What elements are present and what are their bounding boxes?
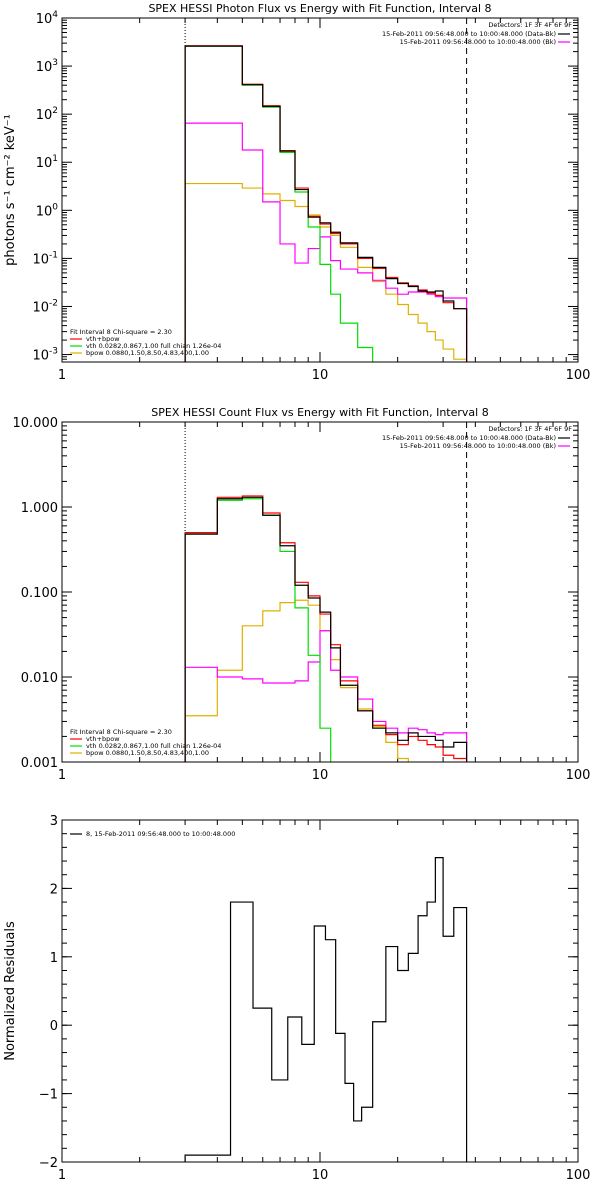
x-tick-label: 1 — [58, 768, 66, 783]
legend-left-label: vth+bpow — [86, 335, 120, 343]
x-tick-label: 1 — [58, 1168, 66, 1183]
legend-left-label: bpow 0.0880,1.50,8.50,4.83,400,1.00 — [86, 349, 209, 357]
series-bpow — [184, 599, 409, 762]
series-vth — [184, 45, 374, 362]
x-tick-label: 10 — [312, 1168, 329, 1183]
y-tick-label: 0.001 — [21, 756, 58, 771]
plot-frame — [61, 421, 579, 763]
legend-left-label: Fit Interval 8 Chi-square = 2.30 — [70, 328, 172, 336]
y-tick-label: 103 — [36, 58, 58, 75]
y-tick-label: 101 — [36, 154, 58, 171]
series-total — [184, 45, 468, 362]
series-background — [184, 630, 468, 762]
y-axis-label: photons s⁻¹ cm⁻² keV⁻¹ — [3, 114, 18, 266]
y-tick-label: 10.000 — [13, 416, 59, 431]
y-tick-label: 3 — [50, 814, 58, 829]
x-tick-label: 100 — [566, 768, 591, 783]
plot-frame — [61, 819, 579, 1163]
legend-left-label: vth 0.0282,0.867,1.00 full chian 1.26e-0… — [86, 742, 221, 750]
y-tick-label: −2 — [39, 1156, 58, 1171]
y-tick-label: 104 — [36, 10, 59, 27]
series-vth — [184, 498, 332, 762]
chart-title: SPEX HESSI Photon Flux vs Energy with Fi… — [148, 2, 491, 15]
y-tick-label: 10-2 — [32, 298, 58, 315]
x-tick-label: 10 — [312, 368, 329, 383]
x-tick-label: 100 — [566, 368, 591, 383]
legend-left-label: vth 0.0282,0.867,1.00 full chian 1.26e-0… — [86, 342, 221, 350]
y-tick-label: 100 — [36, 202, 59, 219]
y-tick-label: 10-3 — [32, 347, 58, 364]
legend-left-label: Fit Interval 8 Chi-square = 2.30 — [70, 728, 172, 736]
plot-frame — [61, 17, 579, 363]
series-data — [184, 857, 468, 1162]
panel-1: SPEX HESSI Photon Flux vs Energy with Fi… — [3, 2, 590, 383]
y-tick-label: 2 — [50, 882, 58, 897]
detectors-label: Detectors: 1F 3F 4F 6F 9F — [488, 21, 572, 29]
y-tick-label: 1 — [50, 951, 58, 966]
legend-left-label: bpow 0.0880,1.50,8.50,4.83,400,1.00 — [86, 749, 209, 757]
series-background — [184, 122, 468, 362]
y-tick-label: 10-1 — [32, 250, 58, 267]
legend-right-label: 15-Feb-2011 09:56:48.000 to 10:00:48.000… — [400, 38, 556, 46]
series-data — [184, 45, 468, 362]
detectors-label: Detectors: 1F 3F 4F 6F 9F — [488, 425, 572, 433]
y-tick-label: 0.100 — [21, 586, 58, 601]
series-bpow — [184, 182, 468, 362]
series-data — [184, 496, 468, 762]
y-tick-label: 0 — [50, 1019, 58, 1034]
x-tick-label: 10 — [312, 768, 329, 783]
y-tick-label: 102 — [36, 106, 58, 123]
x-tick-label: 1 — [58, 368, 66, 383]
x-tick-label: 100 — [566, 1168, 591, 1183]
chart-title: SPEX HESSI Count Flux vs Energy with Fit… — [151, 406, 488, 419]
y-axis-label: Normalized Residuals — [3, 921, 18, 1061]
y-tick-label: −1 — [39, 1088, 58, 1103]
y-tick-label: 1.000 — [21, 501, 58, 516]
legend-right-label: 15-Feb-2011 09:56:48.000 to 10:00:48.000… — [382, 30, 556, 38]
panel-2: SPEX HESSI Count Flux vs Energy with Fit… — [13, 406, 591, 783]
y-tick-label: 0.010 — [21, 671, 58, 686]
legend-left-label: vth+bpow — [86, 735, 120, 743]
legend-left-label: 8, 15-Feb-2011 09:56:48.000 to 10:00:48.… — [86, 830, 235, 838]
legend-right-label: 15-Feb-2011 09:56:48.000 to 10:00:48.000… — [400, 442, 556, 450]
legend-right-label: 15-Feb-2011 09:56:48.000 to 10:00:48.000… — [382, 434, 556, 442]
